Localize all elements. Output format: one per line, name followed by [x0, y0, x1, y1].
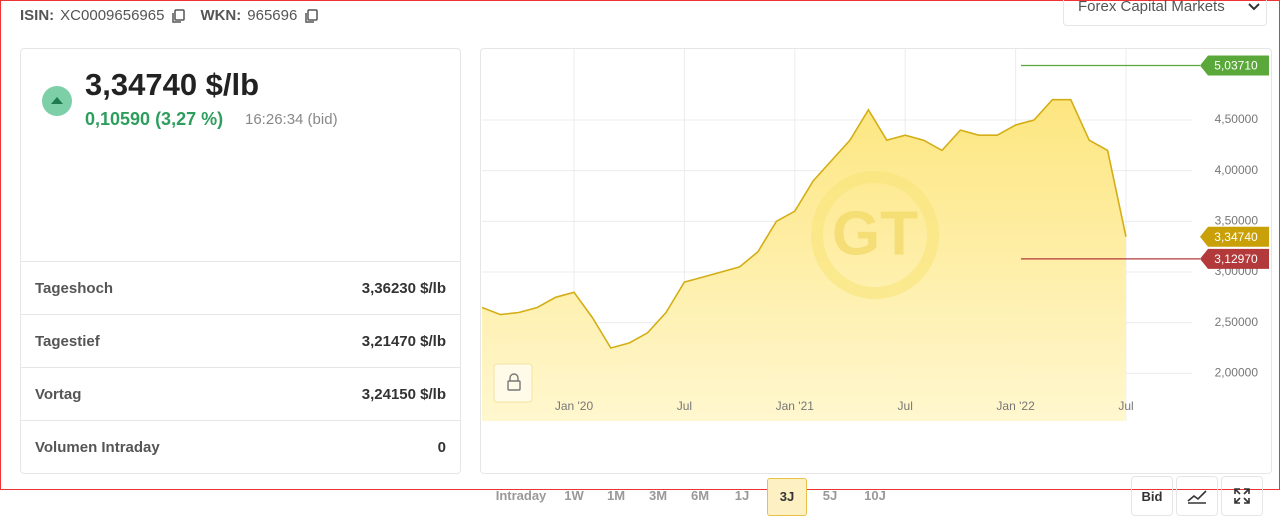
x-tick-label: Jan '22	[996, 399, 1035, 413]
x-tick-label: Jan '20	[555, 399, 594, 413]
line	[481, 98, 1127, 349]
chart-type-button[interactable]	[1176, 476, 1218, 516]
stat-label: Tageshoch	[35, 279, 114, 297]
line-icon	[1187, 490, 1207, 504]
lock-icon	[507, 380, 521, 391]
chevron	[1248, 3, 1260, 11]
change: 0,10590 (3,27 %)	[85, 109, 224, 129]
y-tick-label: 2,00000	[1215, 366, 1259, 380]
price: 3,34740 $/lb	[85, 67, 260, 102]
y-tick-label: 4,50000	[1215, 112, 1259, 126]
chart: GT 2,000002,500003,000003,500004,000004,…	[481, 49, 1269, 421]
x-tick-label: Jan '21	[776, 399, 815, 413]
level-tag	[1200, 55, 1269, 76]
level-label: 3,12970	[1214, 252, 1258, 266]
y-tick-label: 4,00000	[1215, 163, 1259, 177]
level-tag	[1200, 226, 1269, 247]
stat-value: 3,36230 $/lb	[361, 279, 446, 297]
lock-icon	[509, 373, 519, 381]
range-button[interactable]: Intraday	[495, 488, 547, 503]
quote-time: 16:26:34 (bid)	[245, 111, 338, 128]
lock-button[interactable]	[493, 363, 533, 403]
stat-label: Vortag	[35, 385, 82, 403]
x-tick-label: Jul	[898, 399, 913, 413]
wkn: 965696	[247, 7, 298, 24]
up-icon	[42, 86, 72, 116]
level-tag	[1200, 248, 1269, 269]
wkn-label: WKN:	[200, 7, 242, 24]
range-button[interactable]: 5J	[822, 488, 838, 503]
exchange-select[interactable]: Forex Capital Markets	[1063, 0, 1267, 26]
bid-button[interactable]: Bid	[1131, 476, 1173, 516]
range-button[interactable]: 1M	[606, 488, 626, 503]
range-button[interactable]: 1J	[734, 488, 750, 503]
stat-value: 0	[437, 438, 446, 456]
isin: XC0009656965	[60, 7, 165, 24]
exchange: Forex Capital Markets	[1078, 0, 1225, 15]
stats-row: Tageshoch 3,36230 $/lb	[21, 261, 460, 314]
y-tick-label: 3,50000	[1215, 213, 1259, 227]
x-tick-label: Jul	[677, 399, 692, 413]
level-label: 5,03710	[1214, 59, 1258, 73]
stat-value: 3,21470 $/lb	[361, 332, 446, 350]
stats-row: Vortag 3,24150 $/lb	[21, 367, 460, 420]
area	[482, 99, 1126, 421]
watermark	[811, 171, 939, 299]
range-button[interactable]: 10J	[864, 488, 886, 503]
stat-label: Volumen Intraday	[35, 438, 160, 456]
bid: Bid	[1141, 488, 1163, 504]
quote-card: 3,34740 $/lb 0,10590 (3,27 %) 16:26:34 (…	[20, 48, 461, 474]
copy-icon[interactable]	[170, 8, 186, 24]
watermark-text: GT	[832, 199, 918, 268]
isin-label: ISIN:	[20, 7, 55, 24]
range-button[interactable]: 1W	[564, 488, 584, 503]
id-bar: ISIN: XC0009656965 WKN: 965696	[20, 7, 319, 24]
range-button[interactable]: 3M	[648, 488, 668, 503]
stat-value: 3,24150 $/lb	[361, 385, 446, 403]
y-tick-label: 2,50000	[1215, 315, 1259, 329]
x-tick-label: Jul	[1118, 399, 1133, 413]
range-button[interactable]: 6M	[690, 488, 710, 503]
copy-icon[interactable]	[303, 8, 319, 24]
stats-row: Volumen Intraday 0	[21, 420, 460, 473]
level-label: 3,34740	[1214, 230, 1258, 244]
stats-row: Tagestief 3,21470 $/lb	[21, 314, 460, 367]
range-button[interactable]: 3J	[767, 478, 807, 516]
stat-label: Tagestief	[35, 332, 100, 350]
chart-card: GT 2,00000 2,50000 3,00000 3,50000 4,00000 4,…	[480, 48, 1272, 516]
fullscreen-button[interactable]	[1221, 476, 1263, 516]
